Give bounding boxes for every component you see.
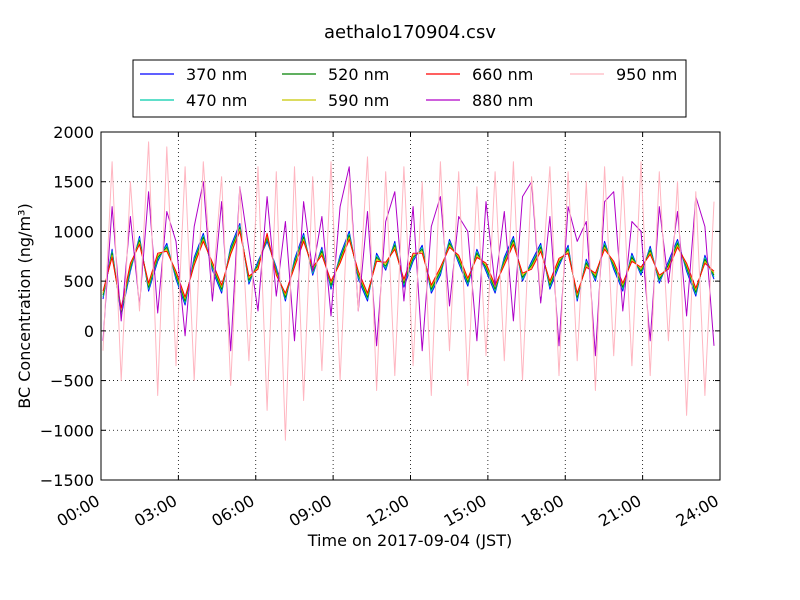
legend-label: 470 nm <box>186 91 247 110</box>
legend-label: 880 nm <box>472 91 533 110</box>
y-tick-label: 0 <box>84 322 94 341</box>
y-tick-label: 500 <box>63 272 94 291</box>
legend: 370 nm 470 nm 520 nm 590 nm 660 nm 880 nm 950 … <box>132 59 687 118</box>
y-tick-label: −500 <box>50 372 94 391</box>
y-tick-label: −1000 <box>40 421 94 440</box>
y-tick-label: 1500 <box>53 173 94 192</box>
y-tick-label: 2000 <box>53 123 94 142</box>
y-axis-label: BC Concentration (ng/m³) <box>15 203 34 408</box>
legend-label: 660 nm <box>472 65 533 84</box>
series-line-950-nm <box>102 141 715 441</box>
series-group <box>102 141 715 441</box>
legend-label: 950 nm <box>616 65 677 84</box>
legend-box <box>132 59 687 118</box>
legend-label: 520 nm <box>328 65 389 84</box>
y-tick-label: 1000 <box>53 222 94 241</box>
x-axis-label: Time on 2017-09-04 (JST) <box>307 531 512 550</box>
series-line-880-nm <box>102 166 715 357</box>
y-tick-label: −1500 <box>40 471 94 490</box>
legend-label: 370 nm <box>186 65 247 84</box>
chart-title: aethalo170904.csv <box>324 22 496 43</box>
legend-label: 590 nm <box>328 91 389 110</box>
